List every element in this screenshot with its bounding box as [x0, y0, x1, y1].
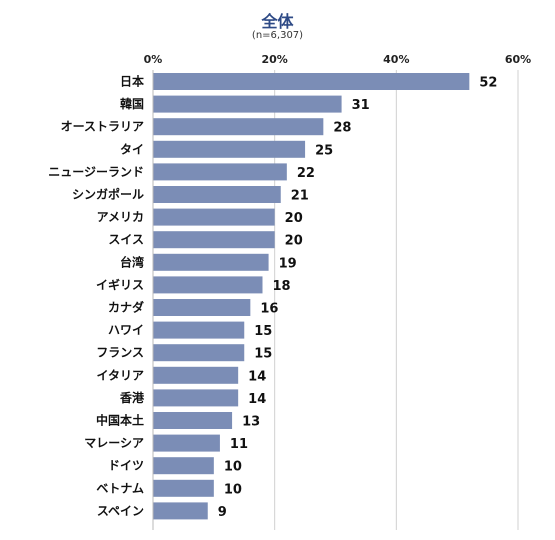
bar: [153, 389, 239, 407]
bar: [153, 118, 324, 136]
data-label: 15: [254, 347, 272, 362]
bar: [153, 344, 245, 362]
category-label: ベトナム: [96, 481, 144, 495]
bar: [153, 73, 470, 90]
data-label: 18: [273, 279, 291, 294]
category-label: スペイン: [97, 504, 144, 518]
bar: [153, 253, 269, 271]
bar: [153, 479, 214, 497]
data-label: 14: [248, 392, 266, 407]
data-label: 14: [248, 369, 266, 384]
chart-subtitle: (n=6,307): [251, 30, 304, 41]
bar: [153, 95, 342, 113]
category-label: ハワイ: [108, 323, 144, 337]
category-label: タイ: [120, 142, 144, 156]
category-label: シンガポール: [72, 187, 144, 202]
bar: [153, 321, 245, 339]
data-label: 11: [230, 437, 248, 452]
bar: [153, 434, 220, 452]
data-label: 28: [333, 121, 351, 136]
bar: [153, 502, 208, 520]
data-label: 15: [254, 324, 272, 339]
category-label: 韓国: [120, 96, 144, 111]
data-label: 52: [479, 76, 497, 91]
bar: [153, 186, 281, 203]
category-label: 台湾: [120, 254, 144, 269]
category-label: 日本: [120, 74, 144, 89]
category-label: イギリス: [96, 277, 144, 292]
data-label: 31: [352, 98, 370, 113]
bar: [153, 140, 306, 158]
data-label: 10: [224, 460, 242, 475]
data-label: 25: [315, 143, 333, 158]
category-label: ニュージーランド: [48, 165, 144, 179]
bar: [153, 412, 233, 429]
category-label: フランス: [96, 346, 144, 360]
data-label: 9: [218, 505, 227, 520]
x-tick-label: 60%: [505, 53, 531, 66]
bar: [153, 208, 275, 226]
category-label: スイス: [108, 233, 144, 247]
x-tick-label: 40%: [383, 53, 409, 66]
data-label: 13: [242, 415, 260, 430]
category-label: イタリア: [96, 368, 144, 382]
data-label: 19: [279, 256, 297, 271]
data-label: 22: [297, 166, 315, 181]
category-label: マレーシア: [84, 436, 144, 450]
bar: [153, 231, 275, 249]
category-label: 香港: [119, 390, 145, 405]
data-label: 10: [224, 482, 242, 497]
data-label: 20: [285, 211, 303, 226]
bar: [153, 163, 287, 181]
data-label: 21: [291, 189, 309, 204]
bar: [153, 366, 239, 384]
category-label: ドイツ: [108, 459, 144, 473]
bar: [153, 276, 263, 294]
chart-title: 全体: [261, 12, 294, 31]
category-label: 中国本土: [96, 413, 144, 428]
x-tick-label: 20%: [261, 53, 287, 66]
bar: [153, 457, 214, 475]
category-label: オーストラリア: [61, 120, 144, 134]
data-label: 20: [285, 234, 303, 249]
data-label: 16: [260, 302, 278, 317]
category-label: カナダ: [108, 300, 144, 315]
x-tick-label: 0%: [144, 53, 163, 66]
bar: [153, 299, 251, 316]
category-label: アメリカ: [97, 210, 144, 224]
